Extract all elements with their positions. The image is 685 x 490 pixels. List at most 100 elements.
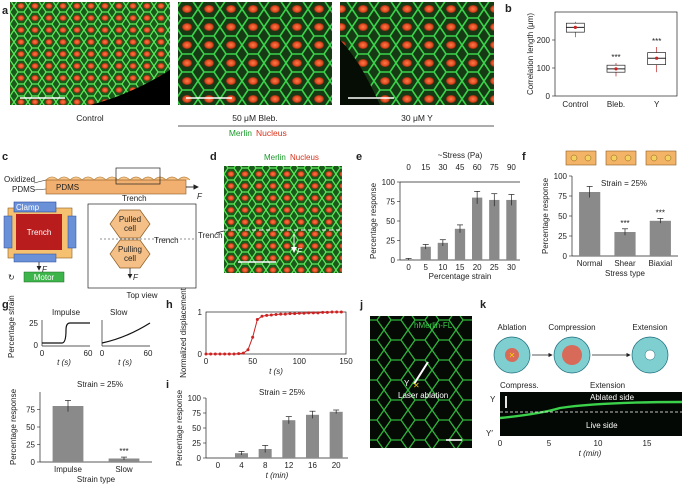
y-tick-label: 0 bbox=[31, 458, 36, 467]
label-pdms: PDMS bbox=[12, 185, 35, 194]
panel-letter-j: j bbox=[359, 299, 363, 311]
label-oxidized: Oxidized bbox=[4, 175, 35, 184]
y-tick-label: 100 bbox=[382, 178, 396, 187]
trace-ytick-0: 0 bbox=[34, 341, 39, 350]
data-point bbox=[614, 67, 618, 71]
panel-e: e 0 25 50 75 100 0 5 10 15 20 25 30 Percentage strai… bbox=[356, 151, 520, 281]
panel-k: k Ablation Compression Extension ✕ Compr… bbox=[480, 299, 683, 458]
x-tick-label: 10 bbox=[438, 263, 447, 272]
y-axis-label: Percentage response bbox=[541, 177, 550, 254]
micrograph-d bbox=[224, 166, 342, 273]
label-extension-k: Extension bbox=[632, 323, 667, 332]
chart-e: 0 25 50 75 100 0 5 10 15 20 25 30 Percentage strain P… bbox=[369, 151, 520, 281]
data-point bbox=[218, 352, 222, 356]
kymo-y: Y bbox=[490, 395, 496, 404]
x-axis-label: t (s) bbox=[269, 367, 283, 376]
y-axis-label: Percentage response bbox=[9, 388, 18, 465]
data-point bbox=[573, 25, 577, 29]
significance-mark: *** bbox=[119, 447, 128, 456]
y-tick-label: 25 bbox=[558, 232, 567, 241]
top-tick-label: 15 bbox=[421, 163, 430, 172]
y-tick-label: 1 bbox=[198, 308, 203, 317]
panel-letter-e: e bbox=[356, 151, 362, 163]
caption-control: Control bbox=[76, 113, 104, 123]
y-tick-label: 25 bbox=[26, 441, 35, 450]
pdms-bar: PDMS Trench F bbox=[45, 167, 203, 203]
data-point bbox=[279, 312, 283, 316]
title-j: hMerlin-FL bbox=[414, 321, 453, 330]
x-tick-label: 30 bbox=[507, 263, 516, 272]
strain-label-g: Strain = 25% bbox=[77, 380, 123, 389]
top-tick-label: 0 bbox=[406, 163, 411, 172]
chart-b: 0 100 200 Control *** Bleb. *** Y Correlation le… bbox=[526, 11, 678, 109]
x-tick-label: 12 bbox=[284, 461, 293, 470]
data-point bbox=[311, 311, 315, 315]
data-point bbox=[325, 310, 329, 314]
stain-merlin: Merlin bbox=[229, 128, 252, 138]
data-point bbox=[246, 348, 250, 352]
data-point bbox=[269, 313, 273, 317]
significance-mark: *** bbox=[656, 208, 665, 217]
y-tick-label: 75 bbox=[26, 406, 35, 415]
bar bbox=[454, 228, 466, 260]
x-tick-label: 8 bbox=[263, 461, 268, 470]
label-pulled: Pulled bbox=[119, 215, 141, 224]
y-axis-label: Percentage response bbox=[369, 182, 378, 259]
y-tick-label: 100 bbox=[537, 64, 551, 73]
y-axis-label: Correlation length (μm) bbox=[526, 13, 535, 95]
bar bbox=[258, 449, 272, 458]
x-axis-label: Strain type bbox=[77, 475, 116, 484]
data-point bbox=[213, 352, 217, 356]
x-axis-label: t (min) bbox=[266, 471, 289, 480]
x-tick-label: Normal bbox=[577, 259, 603, 268]
rotation-symbol: ↻ bbox=[8, 273, 15, 282]
y-tick-label: 0 bbox=[391, 256, 396, 265]
kymo-xtick-0: 0 bbox=[498, 439, 503, 448]
panel-letter-f: f bbox=[522, 151, 526, 163]
y-tick-label: 50 bbox=[26, 423, 35, 432]
significance-mark: *** bbox=[620, 219, 629, 228]
y-tick-label: 25 bbox=[192, 439, 201, 448]
kymo-xtick-5: 5 bbox=[547, 439, 552, 448]
bar bbox=[282, 420, 296, 458]
trace-ytick-25: 25 bbox=[29, 319, 38, 328]
y-tick-label: 0 bbox=[546, 92, 551, 101]
kymo-yprime: Y′ bbox=[486, 429, 493, 438]
x-tick-label: Shear bbox=[614, 259, 636, 268]
data-point bbox=[302, 311, 306, 315]
panel-letter-h: h bbox=[166, 299, 173, 311]
y-tick-label: 50 bbox=[386, 217, 395, 226]
data-point bbox=[297, 311, 301, 315]
y-tick-label: 50 bbox=[558, 212, 567, 221]
x-tick-label: 0 bbox=[204, 357, 209, 366]
series-line bbox=[206, 311, 342, 355]
x-tick-label: Y bbox=[654, 100, 660, 109]
data-point bbox=[255, 318, 259, 322]
bar-trench-text: Trench bbox=[122, 194, 147, 203]
label-pulling-cell: cell bbox=[124, 254, 136, 263]
label-pulled-cell: cell bbox=[124, 224, 136, 233]
label-topview: Top view bbox=[126, 291, 157, 300]
y-tick-label: 200 bbox=[537, 36, 551, 45]
trace-slow-xtick-60: 60 bbox=[144, 349, 153, 358]
chart-h: 0 1 0 50 100 150 t (s) Normalized displacement bbox=[179, 287, 353, 378]
panel-a: a Control 50 μM Bleb. 30 μM Y Merlin Nuc… bbox=[2, 2, 494, 138]
kymo-ablated: Ablated side bbox=[590, 393, 635, 402]
data-point bbox=[241, 351, 245, 355]
bar bbox=[108, 458, 140, 462]
strain-label-i: Strain = 25% bbox=[259, 388, 305, 397]
label-motor: Motor bbox=[34, 273, 55, 282]
stain-merlin-d: Merlin bbox=[264, 153, 286, 162]
bar bbox=[437, 242, 448, 260]
panel-i: i 0 25 50 75 100 0 4 8 12 16 20 t (min) Percentage r… bbox=[166, 379, 348, 480]
strain-label-f: Strain = 25% bbox=[601, 179, 647, 188]
micrograph-y27632 bbox=[340, 2, 494, 105]
significance-mark: *** bbox=[611, 53, 620, 62]
panel-f: f 0 25 50 75 100 Normal *** Shear *** BiaxialStre… bbox=[522, 150, 678, 278]
panel-g: g Percentage strain Impulse Slow 25 0 0 … bbox=[2, 295, 153, 484]
x-tick-label: 0 bbox=[406, 263, 411, 272]
x-tick-label: 150 bbox=[339, 357, 353, 366]
trace-ylabel: Percentage strain bbox=[7, 295, 16, 358]
bar-pdms-text: PDMS bbox=[56, 183, 79, 192]
